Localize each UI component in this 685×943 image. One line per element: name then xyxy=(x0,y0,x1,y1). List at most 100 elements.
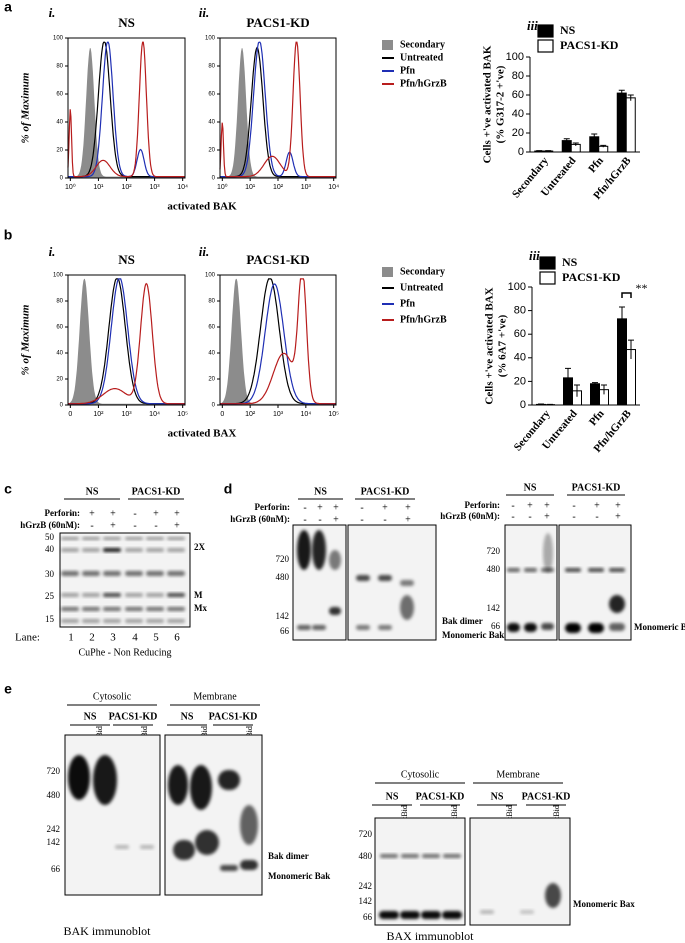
blot-band xyxy=(356,575,370,581)
sign: - xyxy=(572,511,575,522)
blot-band xyxy=(167,607,185,611)
legend-label: NS xyxy=(562,255,578,269)
y-tick-label: 100 xyxy=(53,36,64,42)
blot-band xyxy=(312,625,326,630)
y-tick-label: 80 xyxy=(56,299,63,305)
band-label: Monomeric Bak xyxy=(268,871,330,881)
blot-band xyxy=(173,840,195,860)
y-tick-label: 100 xyxy=(205,36,216,42)
blot-band xyxy=(125,593,143,597)
blot-band xyxy=(103,607,121,611)
x-tick-label: 10⁴ xyxy=(328,184,339,191)
sign: + xyxy=(594,500,600,511)
y-tick-label: 60 xyxy=(208,92,215,98)
legend-label: Pfn xyxy=(400,65,415,76)
blot-band xyxy=(609,623,625,631)
blot-band xyxy=(167,619,185,623)
error-bar xyxy=(563,138,570,143)
tbid-label: tBid xyxy=(245,726,254,740)
group-label: PACS1-KD xyxy=(416,791,465,802)
panel-label: b xyxy=(4,227,13,243)
tbid-label: tBid xyxy=(552,805,561,819)
y-tick-label: 100 xyxy=(508,281,526,293)
band-label: Monomeric Bak xyxy=(442,630,504,640)
blot-band xyxy=(146,607,164,611)
histogram-curve xyxy=(67,41,185,178)
sub-label: ii. xyxy=(199,5,209,20)
lane-number: 5 xyxy=(153,632,159,644)
blot-band xyxy=(146,619,164,623)
legend-swatch xyxy=(382,267,393,277)
sign: + xyxy=(110,508,116,519)
blot-band xyxy=(168,765,188,805)
blot-band xyxy=(297,530,311,570)
blot-band xyxy=(379,911,399,919)
error-bar xyxy=(545,150,552,152)
sub-label: i. xyxy=(49,244,56,259)
y-tick-label: 0 xyxy=(212,403,216,409)
x-tick-label: 10² xyxy=(121,184,132,191)
blot-band xyxy=(565,623,581,633)
blot-band xyxy=(146,548,164,552)
blot-band xyxy=(312,530,326,570)
lane-number: 2 xyxy=(89,632,95,644)
mw-marker: 50 xyxy=(45,532,55,542)
blot-band xyxy=(378,575,392,581)
histogram-title: NS xyxy=(118,15,135,30)
mw-marker: 142 xyxy=(359,896,373,906)
significance-bracket xyxy=(621,292,632,299)
blot-band xyxy=(378,625,392,630)
caption: BAX immunoblot xyxy=(386,929,474,943)
x-tick-label: 10⁴ xyxy=(300,411,311,418)
tbid-label: tBid xyxy=(400,805,409,819)
panel-label: a xyxy=(4,0,12,15)
mw-marker: 720 xyxy=(487,546,501,556)
sign: + xyxy=(317,502,323,513)
y-tick-label: 60 xyxy=(512,89,524,101)
blot xyxy=(59,532,191,628)
y-axis-label: Cells +'ve activated BAX xyxy=(484,287,496,404)
blot-band xyxy=(329,550,341,570)
y-tick-label: 20 xyxy=(208,148,215,154)
legend-label: Pfn/hGrzB xyxy=(400,78,447,89)
y-tick-label: 80 xyxy=(56,64,63,70)
blot-band xyxy=(218,770,240,790)
x-tick-label: 10⁰ xyxy=(65,183,76,191)
x-axis-label: activated BAK xyxy=(167,201,237,213)
mw-marker: 480 xyxy=(487,564,501,574)
legend-label: PACS1-KD xyxy=(560,38,619,52)
y-tick-label: 80 xyxy=(514,305,526,317)
y-tick-label: 0 xyxy=(518,146,524,158)
x-tick-label: 10³ xyxy=(150,184,161,191)
error-bar xyxy=(627,94,634,101)
x-tick-label: Pfn xyxy=(586,155,606,175)
blot-band xyxy=(520,910,534,914)
y-tick-label: 20 xyxy=(514,375,526,387)
group-label: PACS1-KD xyxy=(572,482,621,493)
blot-band xyxy=(61,548,79,552)
sign: - xyxy=(360,502,363,513)
y-axis-label: (% 6A7 +'ve) xyxy=(497,314,509,377)
y-tick-label: 60 xyxy=(56,325,63,331)
sign: + xyxy=(615,500,621,511)
group-label: NS xyxy=(314,486,327,497)
sign: - xyxy=(69,508,72,519)
blot-band xyxy=(125,607,143,611)
blot xyxy=(347,524,437,641)
blot-band xyxy=(524,623,537,632)
band-label: 2X xyxy=(194,542,206,552)
y-tick-label: 80 xyxy=(208,299,215,305)
legend-label: Secondary xyxy=(400,39,445,50)
blot-band xyxy=(240,805,258,845)
y-tick-label: 60 xyxy=(208,325,215,331)
blot-band xyxy=(82,548,100,552)
blot-band xyxy=(240,860,258,870)
sign: + xyxy=(527,500,533,511)
blot-band xyxy=(190,765,212,810)
group-label: NS xyxy=(181,711,194,722)
sign: + xyxy=(153,508,159,519)
panel-label: d xyxy=(224,481,233,497)
sign: + xyxy=(174,508,180,519)
blot-band xyxy=(442,911,462,919)
